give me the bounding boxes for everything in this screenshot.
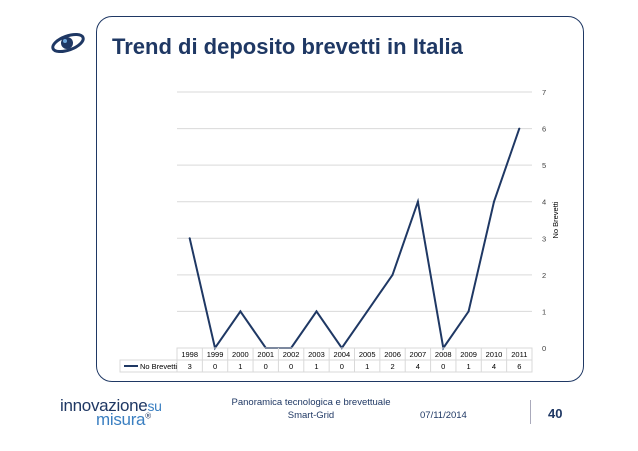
data-label: 0	[213, 362, 217, 371]
x-tick-label: 2002	[283, 350, 300, 359]
data-point	[391, 273, 394, 276]
data-point	[315, 310, 318, 313]
data-label: 4	[492, 362, 496, 371]
x-tick-label: 2004	[333, 350, 350, 359]
data-label: 0	[441, 362, 445, 371]
data-point	[366, 310, 369, 313]
legend-label: No Brevetti	[140, 362, 177, 371]
data-label: 0	[264, 362, 268, 371]
y-tick-label: 5	[542, 161, 546, 170]
data-point	[188, 237, 191, 240]
data-label: 4	[416, 362, 420, 371]
slide-frame	[96, 16, 584, 382]
x-tick-label: 1998	[181, 350, 198, 359]
chart-axis: 0 1 2 3 4 5 6 7 No Brevetti	[542, 88, 560, 353]
data-point	[416, 200, 419, 203]
x-tick-label: 2010	[486, 350, 503, 359]
data-point	[467, 310, 470, 313]
data-label: 1	[314, 362, 318, 371]
chart-data-table: 1998 1999 2000 2001 2002 2003 2004 2005 2006 2007…	[119, 347, 533, 373]
x-tick-label: 2001	[257, 350, 274, 359]
data-label: 0	[289, 362, 293, 371]
series-line-no-brevetti	[188, 128, 521, 351]
page-divider	[530, 400, 531, 424]
y-tick-label: 0	[542, 344, 546, 353]
data-point	[239, 310, 242, 313]
y-tick-label: 2	[542, 271, 546, 280]
footer-date: 07/11/2014	[420, 410, 467, 421]
y-tick-label: 1	[542, 307, 546, 316]
x-tick-label: 2006	[384, 350, 401, 359]
footer-caption: Panoramica tecnologica e brevettuale Sma…	[226, 396, 396, 422]
data-label: 2	[390, 362, 394, 371]
page-number: 40	[548, 406, 563, 421]
footer-line-1: Panoramica tecnologica e brevettuale	[231, 397, 391, 408]
x-tick-label: 2007	[410, 350, 427, 359]
brand-logo: innovazionesu misura®	[60, 396, 162, 429]
footer-line-2: Smart-Grid	[287, 410, 335, 421]
data-label: 0	[340, 362, 344, 371]
data-label: 1	[238, 362, 242, 371]
chart-gridlines	[177, 91, 532, 349]
x-tick-label: 2009	[460, 350, 477, 359]
x-tick-label: 2005	[359, 350, 376, 359]
x-tick-label: 2003	[308, 350, 325, 359]
x-tick-label: 2011	[511, 350, 527, 359]
slide-title: Trend di deposito brevetti in Italia	[112, 34, 463, 59]
data-label: 3	[188, 362, 192, 371]
x-tick-label: 2000	[232, 350, 249, 359]
data-point	[492, 200, 495, 203]
y-axis-title: No Brevetti	[551, 201, 560, 238]
y-tick-label: 6	[542, 125, 546, 134]
data-label: 6	[517, 362, 521, 371]
data-label: 1	[467, 362, 471, 371]
y-tick-label: 3	[542, 234, 546, 243]
data-point	[518, 127, 521, 130]
y-tick-label: 7	[542, 88, 546, 97]
x-tick-label: 2008	[435, 350, 452, 359]
x-tick-label: 1999	[207, 350, 224, 359]
y-tick-label: 4	[542, 198, 546, 207]
globe-logo-icon	[51, 32, 85, 54]
data-label: 1	[365, 362, 369, 371]
